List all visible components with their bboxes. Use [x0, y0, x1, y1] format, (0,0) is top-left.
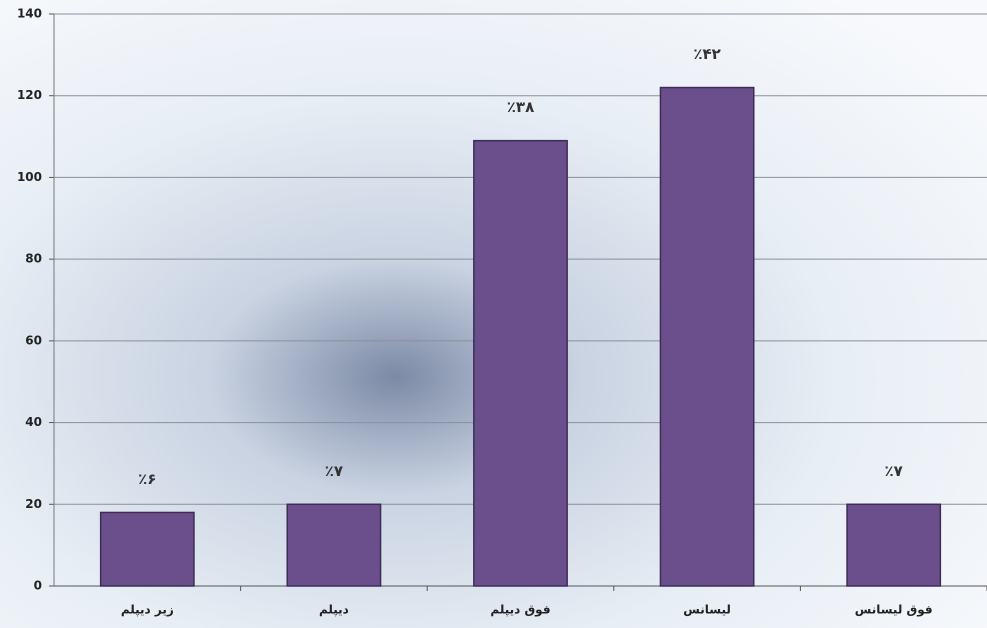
y-tick-label: 20: [25, 497, 42, 511]
percent-label: ٪۳۸: [507, 98, 534, 116]
percent-label: ٪۴۲: [693, 45, 720, 63]
bar: [99, 511, 195, 587]
y-tick-label: 100: [17, 170, 42, 184]
x-tick-label: لیسانس: [683, 603, 731, 617]
y-tick-label: 60: [25, 333, 42, 347]
percent-label: ٪۷: [885, 462, 903, 480]
x-tick-label: فوق لیسانس: [855, 603, 933, 618]
bar: [659, 86, 755, 587]
percent-label: ٪۶: [138, 470, 156, 488]
y-tick-label: 120: [17, 88, 42, 102]
percent-label: ٪۷: [325, 462, 343, 480]
bar: [473, 139, 568, 587]
bar: [846, 503, 942, 587]
x-tick-label: زیر دیپلم: [121, 603, 174, 617]
x-tick-label: دیپلم: [319, 603, 349, 617]
y-tick-label: 40: [25, 415, 42, 429]
bar: [286, 503, 382, 587]
x-tick-label: فوق دیپلم: [490, 603, 550, 618]
y-tick-label: 140: [17, 7, 42, 21]
y-tick-label: 0: [34, 579, 42, 593]
y-tick-label: 80: [25, 252, 42, 266]
